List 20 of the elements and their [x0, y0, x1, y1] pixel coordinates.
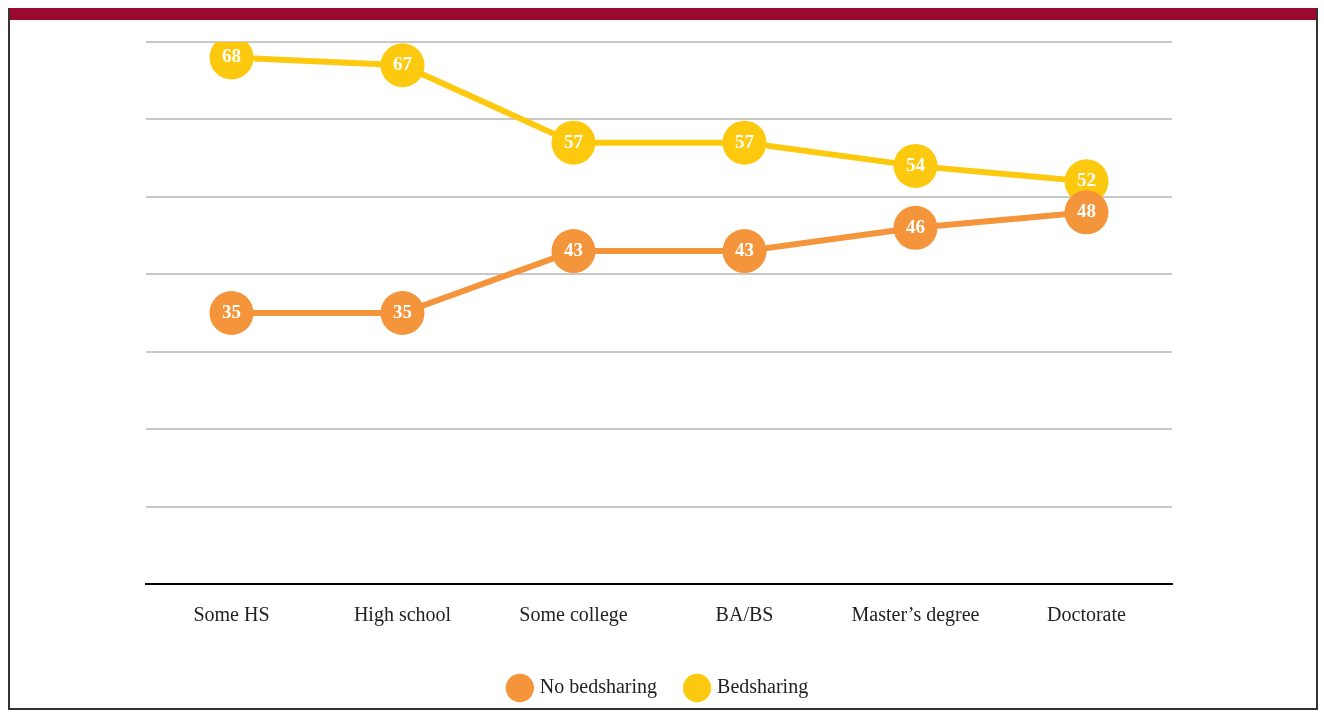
x-tick-label: High school — [353, 603, 452, 627]
data-label: 35 — [222, 300, 241, 322]
x-tick-label: Some college — [519, 603, 628, 627]
x-tick-label: Master’s degree — [851, 603, 980, 627]
x-tick-label: Some HS — [193, 603, 270, 626]
x-tick-label: Doctorate — [1047, 603, 1127, 626]
x-tick-label: BA/BS — [715, 603, 774, 626]
data-label: 46 — [906, 215, 925, 237]
data-label: 43 — [564, 238, 583, 260]
data-label: 67 — [393, 53, 413, 75]
data-label: 57 — [735, 130, 755, 152]
data-label: 43 — [735, 238, 754, 260]
legend-label: Bedsharing — [717, 675, 809, 699]
data-label: 68 — [222, 45, 241, 67]
legend-label: No bedsharing — [539, 675, 658, 699]
data-label: 52 — [1077, 169, 1096, 191]
data-label: 54 — [906, 153, 926, 175]
data-label: 57 — [564, 130, 584, 152]
data-label: 48 — [1077, 200, 1096, 222]
data-label: 35 — [393, 300, 412, 322]
